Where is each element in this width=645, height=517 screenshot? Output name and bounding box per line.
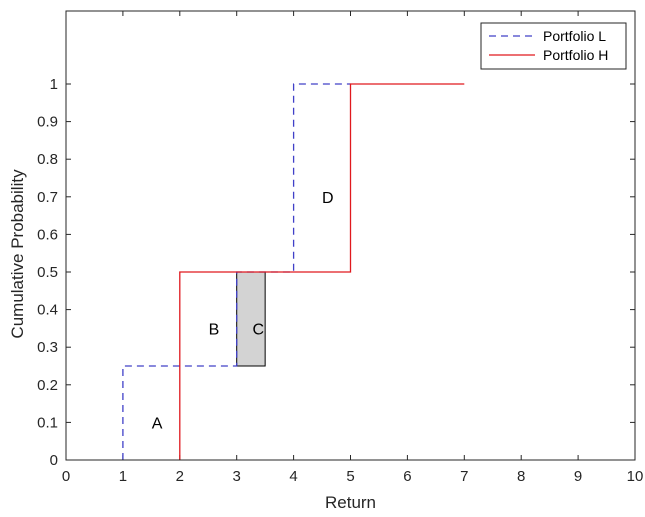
y-tick-label: 0.5 (37, 264, 58, 281)
series-group (122, 83, 465, 460)
y-tick-label: 0 (50, 452, 58, 469)
y-tick-label: 0.6 (37, 226, 58, 243)
plot-frame (65, 10, 636, 461)
region-label-a: A (152, 415, 163, 432)
legend-label-portfolio-h: Portfolio H (543, 47, 608, 63)
y-axis-label: Cumulative Probability (8, 169, 27, 339)
x-tick-label: 4 (289, 468, 297, 485)
x-tick-label: 3 (233, 468, 241, 485)
region-label-d: D (322, 190, 334, 207)
y-tick-label: 0.1 (37, 414, 58, 431)
region-label-c: C (253, 321, 265, 338)
y-tick-label: 0.7 (37, 189, 58, 206)
x-tick-label: 10 (627, 468, 644, 485)
shaded-region-c (236, 271, 266, 367)
y-tick-label: 0.9 (37, 114, 58, 131)
y-tick-labels: 0 0.1 0.2 0.3 0.4 0.5 0.6 0.7 0.8 0.9 1 (37, 76, 58, 469)
x-tick-label: 5 (346, 468, 354, 485)
x-axis-label: Return (325, 493, 376, 512)
legend-label-portfolio-l: Portfolio L (543, 28, 606, 44)
legend-box (480, 22, 627, 70)
x-tick-labels: 0 1 2 3 4 5 6 7 8 9 10 (62, 468, 644, 485)
x-tick-label: 9 (574, 468, 582, 485)
x-tick-label: 2 (176, 468, 184, 485)
annotations-group: A B C D (152, 190, 334, 433)
x-tick-label: 7 (460, 468, 468, 485)
x-tick-label: 1 (119, 468, 127, 485)
x-tick-label: 6 (403, 468, 411, 485)
series-line-portfolio-h (179, 83, 465, 460)
x-tick-label: 8 (517, 468, 525, 485)
y-tick-label: 0.4 (37, 302, 58, 319)
region-label-b: B (209, 321, 220, 338)
y-tick-label: 0.8 (37, 151, 58, 168)
x-tick-label: 0 (62, 468, 70, 485)
y-tick-label: 0.2 (37, 377, 58, 394)
shaded-region-group (236, 271, 266, 367)
y-tick-label: 0.3 (37, 339, 58, 356)
legend[interactable]: Portfolio L Portfolio H (480, 22, 627, 70)
y-tick-label: 1 (50, 76, 58, 93)
